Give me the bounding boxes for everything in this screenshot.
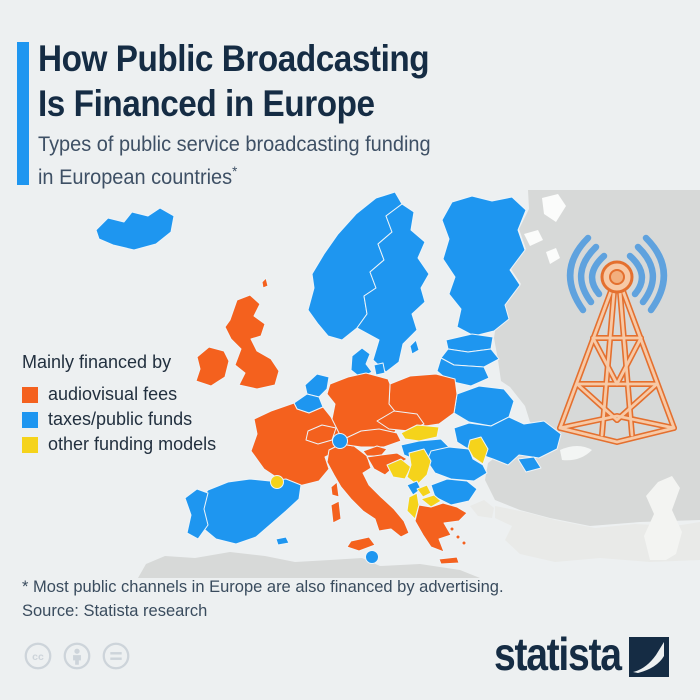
legend-label: taxes/public funds (48, 409, 193, 429)
radio-tower-icon (557, 260, 677, 445)
legend-item-taxes-public-funds: taxes/public funds (22, 407, 216, 432)
aegean-island (455, 534, 461, 540)
subtitle-line-2: in European countries* (38, 163, 238, 189)
country-kosovo (416, 484, 432, 498)
marker-andorra (270, 475, 284, 489)
island-sardinia (330, 500, 342, 524)
island-balearics (275, 536, 290, 546)
country-austria (343, 428, 402, 448)
country-spain (197, 478, 302, 545)
country-netherlands (304, 373, 330, 398)
country-romania (426, 446, 488, 482)
legend-item-audiovisual-fees: audiovisual fees (22, 382, 216, 407)
marker-malta (365, 550, 379, 564)
subtitle-line-1: Types of public service broadcasting fun… (38, 133, 431, 156)
country-switzerland (305, 424, 337, 445)
legend-label: audiovisual fees (48, 384, 178, 404)
island-shetland (261, 277, 269, 289)
island-gotland (409, 339, 420, 355)
country-moldova (467, 436, 489, 465)
white-sea (542, 194, 566, 222)
country-portugal (184, 488, 209, 540)
country-united-kingdom (224, 294, 280, 390)
country-iceland (95, 207, 175, 251)
island-sicily (346, 536, 376, 552)
country-ireland (195, 346, 230, 387)
title-line-1: How Public Broadcasting (38, 38, 430, 79)
cc-icon: cc (24, 642, 52, 670)
legend-title: Mainly financed by (22, 352, 172, 372)
europe-choropleth-map (95, 190, 700, 578)
page-subtitle: Types of public service broadcasting fun… (38, 131, 431, 191)
country-slovenia (362, 445, 388, 457)
legend-item-other-funding-models: other funding models (22, 432, 216, 457)
country-czech-republic (376, 410, 425, 432)
legend-swatch-orange (22, 386, 38, 403)
island-corsica (330, 481, 340, 498)
no-derivatives-icon (102, 642, 130, 670)
country-france (250, 402, 342, 487)
aegean-island (461, 540, 467, 546)
country-sweden (356, 203, 430, 373)
title-line-2: Is Financed in Europe (38, 83, 375, 124)
region-crimea (517, 456, 542, 473)
legend-swatch-yellow (22, 436, 38, 453)
country-north-macedonia (420, 494, 442, 508)
denmark-islands (373, 362, 386, 376)
statista-logo-mark (629, 637, 670, 677)
footnote-marker: * (232, 163, 238, 179)
statista-logo: statista (494, 628, 670, 680)
source-text: Source: Statista research (22, 602, 208, 620)
license-icons: cc (24, 642, 130, 670)
map-legend: Mainly financed by audiovisual fees taxe… (22, 352, 216, 457)
lake-onega (546, 248, 560, 264)
caspian-sea (644, 476, 682, 560)
lake-ladoga (524, 230, 543, 246)
statista-wordmark: statista (494, 628, 622, 680)
map-region-north-africa (138, 552, 480, 578)
country-denmark (350, 347, 373, 379)
island-crete (438, 556, 460, 565)
attribution-icon (63, 642, 91, 670)
aegean-island (449, 526, 455, 532)
country-greece (414, 502, 468, 553)
country-slovakia (400, 424, 440, 442)
sea-of-azov (560, 446, 592, 461)
legend-swatch-blue (22, 411, 38, 428)
map-region-turkey-europe (470, 500, 494, 518)
svg-text:cc: cc (32, 651, 44, 663)
marker-liechtenstein (332, 433, 348, 449)
page-title: How Public Broadcasting Is Financed in E… (38, 36, 430, 126)
country-finland (441, 195, 527, 337)
signal-waves-icon (567, 234, 667, 314)
legend-label: other funding models (48, 434, 217, 454)
footnote-text: * Most public channels in Europe are als… (22, 578, 504, 596)
title-accent-bar (17, 42, 29, 185)
country-serbia (406, 448, 432, 486)
